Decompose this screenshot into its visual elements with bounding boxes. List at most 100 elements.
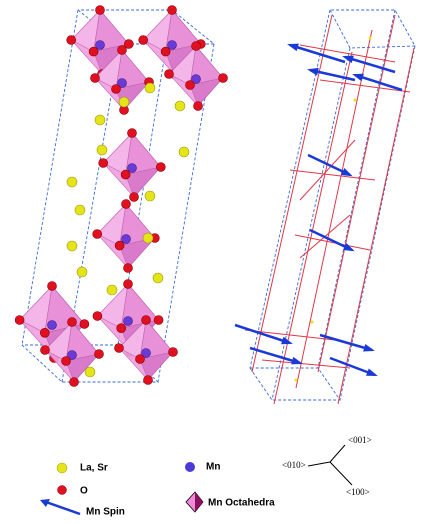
atom [75,205,85,215]
page: {"legend": {"la_sr": "La, Sr", "mn": "Mn… [0,0,433,519]
atom [122,200,131,209]
atom [156,163,165,172]
atom [93,312,102,321]
atom [219,74,228,83]
atom [119,97,129,107]
atom [295,379,298,382]
atom [153,273,163,283]
atom [62,357,71,366]
atom [369,37,372,40]
atom [161,47,170,56]
atom [68,318,77,327]
atom [186,81,195,90]
atom [85,367,95,377]
legend-label: Mn Spin [86,507,125,518]
atom [143,233,153,243]
atom [124,280,133,289]
spin-arrow-head [291,357,303,364]
atom [80,320,89,329]
axis-arrow [330,445,345,462]
atom [144,376,153,385]
atom [145,191,155,201]
atom [118,46,127,55]
axis-label: <010> [282,460,306,470]
axis-arrow [308,462,330,466]
atom [112,85,121,94]
atom [115,344,124,353]
atom [107,285,117,295]
atom [95,350,104,359]
atom [311,321,314,324]
atom [169,348,178,357]
atom [145,83,155,93]
spin-arrow [320,335,372,350]
bond-line [274,52,352,404]
atom [192,42,201,51]
atom [165,70,174,79]
legend-label: Mn Octahedra [208,498,275,509]
bond-line [290,170,375,180]
spin-arrow [290,45,345,62]
atom [139,36,148,45]
atom [67,36,76,45]
unit-cell [330,10,415,48]
unit-cell-edge [272,48,350,400]
atom [142,316,151,325]
mn-swatch [185,462,195,472]
atom [194,102,203,111]
atom [41,346,50,355]
atom [89,47,98,56]
la-sr-swatch [57,463,67,473]
atom [179,147,189,157]
spin-swatch [46,502,80,514]
o-swatch [58,486,67,495]
spin-arrow-head [366,368,378,376]
atom [130,193,139,202]
crystal-structures [15,6,415,405]
atom [70,378,79,387]
unit-cell-edge [340,46,415,400]
spin-arrow-head [343,243,355,251]
atom [124,317,133,326]
atom [97,145,107,155]
bond-line [296,30,372,388]
spin-arrow-head [281,337,293,344]
bond-line [300,140,355,200]
axis-label: <001> [348,435,372,445]
atom [91,74,100,83]
unit-cell-edge [250,10,330,368]
atom [136,355,145,364]
atom [67,241,77,251]
bond-line [320,80,410,92]
axis-label: <100> [346,487,370,497]
bond-line [295,235,370,250]
atom [154,316,163,325]
atom [93,230,102,239]
atom [67,177,77,187]
atom [354,99,357,102]
unit-cell [250,368,340,400]
structure-diagram: La, Sr Mn O Mn Spin Mn Octahedra <001> <… [0,0,433,519]
atom [124,264,133,273]
legend-label: O [80,486,88,497]
atom [48,282,57,291]
atom [117,324,126,333]
atom [15,316,24,325]
spin-arrow-head [307,68,319,76]
bond-line [252,15,332,372]
atom [77,267,87,277]
atom [40,328,49,337]
spin-arrow-head [363,344,375,352]
atom [121,170,130,179]
atom [115,241,124,250]
legend-label: La, Sr [80,463,108,474]
legend-label: Mn [206,462,220,473]
axis-arrow [330,462,352,485]
atom [175,101,185,111]
atom [96,6,105,15]
atom [95,115,105,125]
octahedra-swatch-face [195,492,203,512]
atom [168,6,177,15]
spin-arrow-head [287,44,299,51]
atom [48,321,57,330]
